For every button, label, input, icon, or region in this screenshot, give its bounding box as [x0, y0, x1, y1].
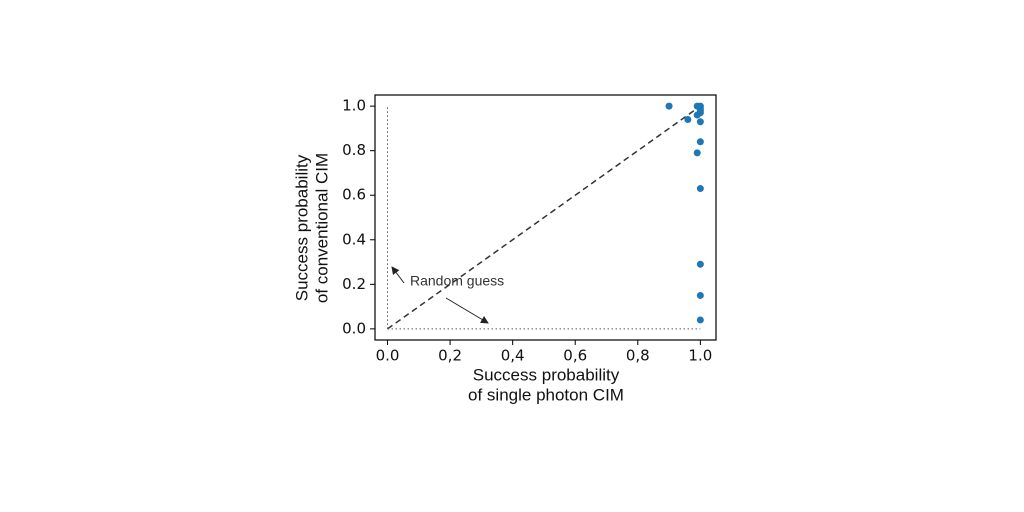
point — [665, 102, 673, 110]
y-tick-label: 0.8 — [342, 141, 366, 159]
y-tick-label: 0.2 — [342, 275, 366, 293]
x-tick-label: 0,6 — [563, 347, 587, 365]
point — [693, 149, 701, 157]
point — [696, 138, 704, 146]
point — [696, 291, 704, 299]
x-tick-label: 0.0 — [376, 347, 400, 365]
x-tick-label: 0,2 — [438, 347, 462, 365]
point — [696, 118, 704, 126]
annotation: Random guess — [410, 273, 504, 289]
reference-line — [387, 105, 701, 330]
y-tick-label: 0.4 — [342, 230, 366, 248]
annotation-arrow — [445, 297, 489, 324]
y-tick-label: 1.0 — [342, 97, 366, 115]
x-axis-label: of single photon CIM — [468, 385, 624, 404]
x-axis-label: Success probability — [473, 365, 620, 384]
point — [696, 316, 704, 324]
y-tick-label: 0.6 — [342, 186, 366, 204]
x-tick-label: 0,8 — [626, 347, 650, 365]
point — [693, 111, 701, 119]
point — [684, 116, 692, 123]
point — [696, 185, 704, 193]
y-axis-label: Success probability — [292, 154, 311, 301]
x-tick-label: 0,4 — [501, 347, 525, 365]
y-tick-label: 0.0 — [342, 319, 366, 337]
point — [696, 260, 704, 268]
x-tick-label: 1.0 — [688, 347, 712, 365]
plot-frame — [374, 94, 717, 341]
annotation-arrow — [391, 266, 405, 284]
y-axis-label: of conventional CIM — [312, 153, 331, 303]
